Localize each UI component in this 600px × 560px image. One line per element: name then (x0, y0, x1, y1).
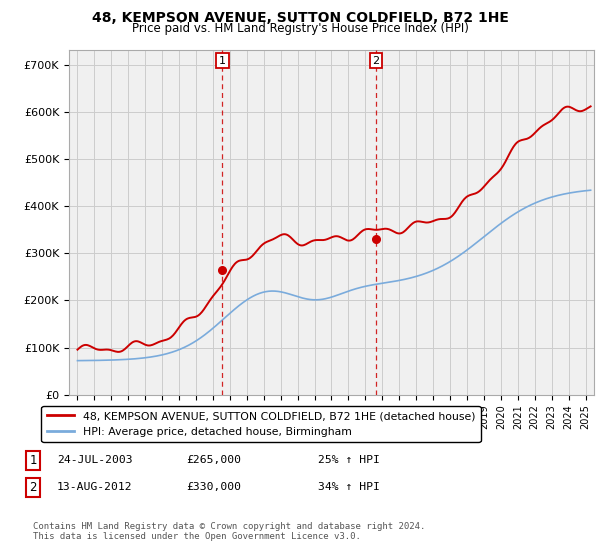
Text: 34% ↑ HPI: 34% ↑ HPI (318, 482, 380, 492)
Text: Price paid vs. HM Land Registry's House Price Index (HPI): Price paid vs. HM Land Registry's House … (131, 22, 469, 35)
Text: 1: 1 (219, 55, 226, 66)
Legend: 48, KEMPSON AVENUE, SUTTON COLDFIELD, B72 1HE (detached house), HPI: Average pri: 48, KEMPSON AVENUE, SUTTON COLDFIELD, B7… (41, 406, 481, 442)
Text: £265,000: £265,000 (186, 455, 241, 465)
Text: 2: 2 (373, 55, 379, 66)
Text: 24-JUL-2003: 24-JUL-2003 (57, 455, 133, 465)
Text: £330,000: £330,000 (186, 482, 241, 492)
Text: 25% ↑ HPI: 25% ↑ HPI (318, 455, 380, 465)
Text: 1: 1 (29, 454, 37, 467)
Text: 48, KEMPSON AVENUE, SUTTON COLDFIELD, B72 1HE: 48, KEMPSON AVENUE, SUTTON COLDFIELD, B7… (92, 11, 508, 25)
Text: Contains HM Land Registry data © Crown copyright and database right 2024.
This d: Contains HM Land Registry data © Crown c… (33, 522, 425, 542)
Text: 2: 2 (29, 480, 37, 494)
Text: 13-AUG-2012: 13-AUG-2012 (57, 482, 133, 492)
